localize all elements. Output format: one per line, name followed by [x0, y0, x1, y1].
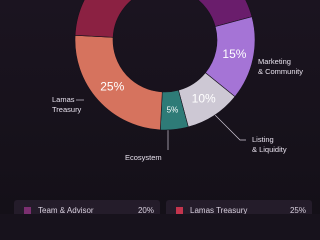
legend-box: [166, 200, 312, 214]
legend-value: 20%: [138, 206, 154, 214]
legend-value: 25%: [290, 206, 306, 214]
legend-name: Lamas Treasury: [190, 206, 247, 214]
segment-label: 10%: [192, 92, 216, 106]
legend-swatch: [24, 207, 31, 214]
legend-box: [14, 200, 160, 214]
segment-label: 20%: [98, 0, 122, 1]
category-label: Marketing: [258, 57, 291, 66]
category-label: & Liquidity: [252, 145, 287, 154]
segment-label: 5%: [167, 106, 179, 115]
category-label: Lamas: [52, 95, 75, 104]
legend-swatch: [176, 207, 183, 214]
category-label: Treasury: [52, 105, 82, 114]
page: {"chart_data": {"type": "donut", "catego…: [0, 0, 320, 214]
segment-label: 15%: [222, 47, 246, 61]
chart: 15% Marketing& Community 10% Listing& Liqui…: [0, 0, 320, 214]
category-label: Listing: [252, 135, 274, 144]
legend-name: Team & Advisor: [38, 206, 94, 214]
category-label: & Community: [258, 67, 303, 76]
leader-line: [214, 114, 246, 141]
segment-label: 25%: [100, 80, 124, 94]
donut-segment: [74, 0, 133, 38]
category-label: Ecosystem: [125, 153, 162, 162]
